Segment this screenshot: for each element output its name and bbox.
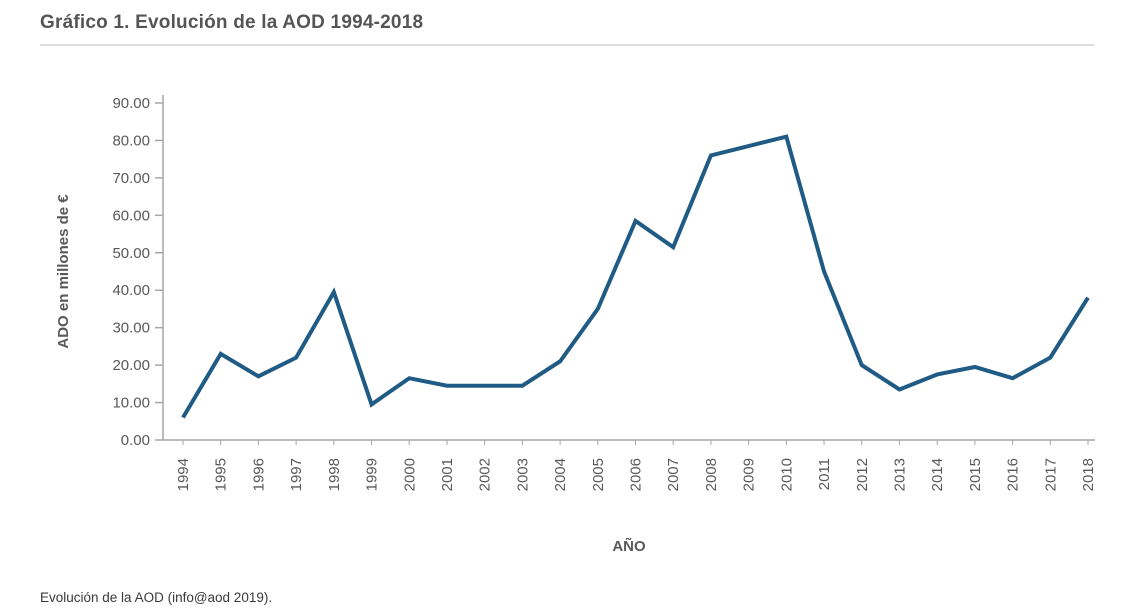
y-tick-label: 60.00: [112, 207, 150, 224]
x-axis-title: AÑO: [612, 537, 646, 555]
y-axis-title: ADO en millones de €: [55, 194, 72, 349]
x-tick-label: 2001: [439, 458, 456, 491]
chart-caption: Evolución de la AOD (info@aod 2019).: [40, 590, 273, 605]
x-tick-label: 1998: [326, 458, 343, 491]
x-tick-label: 2012: [854, 458, 871, 491]
x-tick-label: 2018: [1080, 458, 1097, 491]
x-tick-label: 2000: [401, 458, 418, 491]
x-tick-label: 2009: [741, 458, 758, 491]
title-bar: Gráfico 1. Evolución de la AOD 1994-2018: [40, 0, 1094, 46]
x-tick-label: 2015: [967, 458, 984, 491]
x-tick-label: 2017: [1042, 458, 1059, 491]
x-tick-label: 1996: [250, 458, 267, 491]
x-tick-label: 2016: [1005, 458, 1022, 491]
chart-title: Gráfico 1. Evolución de la AOD 1994-2018: [40, 12, 424, 33]
y-tick-label: 30.00: [112, 320, 150, 337]
x-tick-label: 1994: [175, 458, 192, 491]
x-tick-label: 1995: [213, 458, 230, 491]
y-tick-label: 70.00: [112, 170, 150, 187]
x-tick-label: 2010: [778, 458, 795, 491]
x-tick-label: 2014: [929, 458, 946, 491]
x-tick-label: 2011: [816, 458, 833, 490]
y-tick-label: 10.00: [112, 395, 150, 412]
x-tick-label: 2006: [628, 458, 645, 491]
data-line: [181, 134, 1090, 419]
x-tick-label: 2013: [891, 458, 908, 491]
y-tick-label: 20.00: [112, 357, 150, 374]
x-tick-label: 2004: [552, 458, 569, 491]
x-tick-label: 2005: [590, 458, 607, 491]
x-tick-label: 2008: [703, 458, 720, 491]
y-tick-label: 50.00: [112, 245, 150, 262]
x-tick-label: 1997: [288, 458, 305, 491]
x-tick-label: 2003: [514, 458, 531, 491]
x-tick-label: 2002: [477, 458, 494, 491]
y-tick-label: 40.00: [112, 282, 150, 299]
x-tick-label: 1999: [364, 458, 381, 491]
x-tick-label: 2007: [665, 458, 682, 491]
y-tick-label: 90.00: [112, 95, 150, 112]
y-tick-label: 80.00: [112, 132, 150, 149]
y-tick-label: 0.00: [121, 432, 150, 449]
